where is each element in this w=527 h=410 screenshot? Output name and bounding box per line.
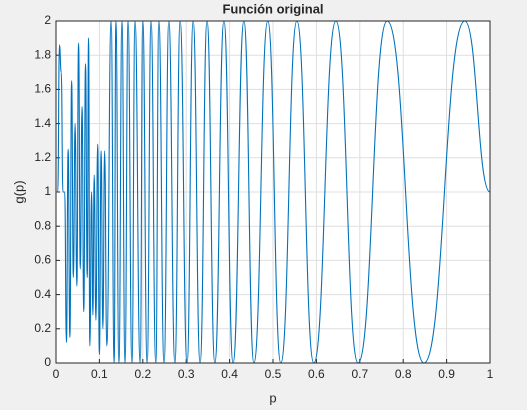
y-tick-label: 1.4 (34, 116, 51, 130)
y-axis-label: g(p) (11, 180, 26, 203)
x-tick-label: 0.2 (134, 367, 151, 381)
y-tick-label: 0 (44, 355, 51, 369)
y-tick-label: 0.8 (34, 218, 51, 232)
y-tick-label: 1.2 (34, 150, 51, 164)
y-tick-label: 0.6 (34, 253, 51, 267)
x-tick-label: 0.9 (438, 367, 455, 381)
y-tick-label: 0.4 (34, 287, 51, 301)
x-tick-label: 0.8 (395, 367, 412, 381)
y-tick-label: 1.6 (34, 82, 51, 96)
x-tick-label: 1 (487, 367, 494, 381)
x-tick-label: 0 (53, 367, 60, 381)
x-tick-label: 0.3 (178, 367, 195, 381)
x-tick-label: 0.6 (308, 367, 325, 381)
y-tick-label: 1.8 (34, 47, 51, 61)
y-tick-label: 2 (44, 13, 51, 27)
axes-box (55, 20, 491, 364)
x-tick-label: 0.5 (265, 367, 282, 381)
x-axis-label: p (269, 390, 276, 405)
y-tick-label: 0.2 (34, 321, 51, 335)
chart-title: Función original (222, 1, 323, 16)
x-tick-label: 0.1 (91, 367, 108, 381)
y-tick-label: 1 (44, 184, 51, 198)
x-tick-label: 0.7 (351, 367, 368, 381)
x-tick-label: 0.4 (221, 367, 238, 381)
